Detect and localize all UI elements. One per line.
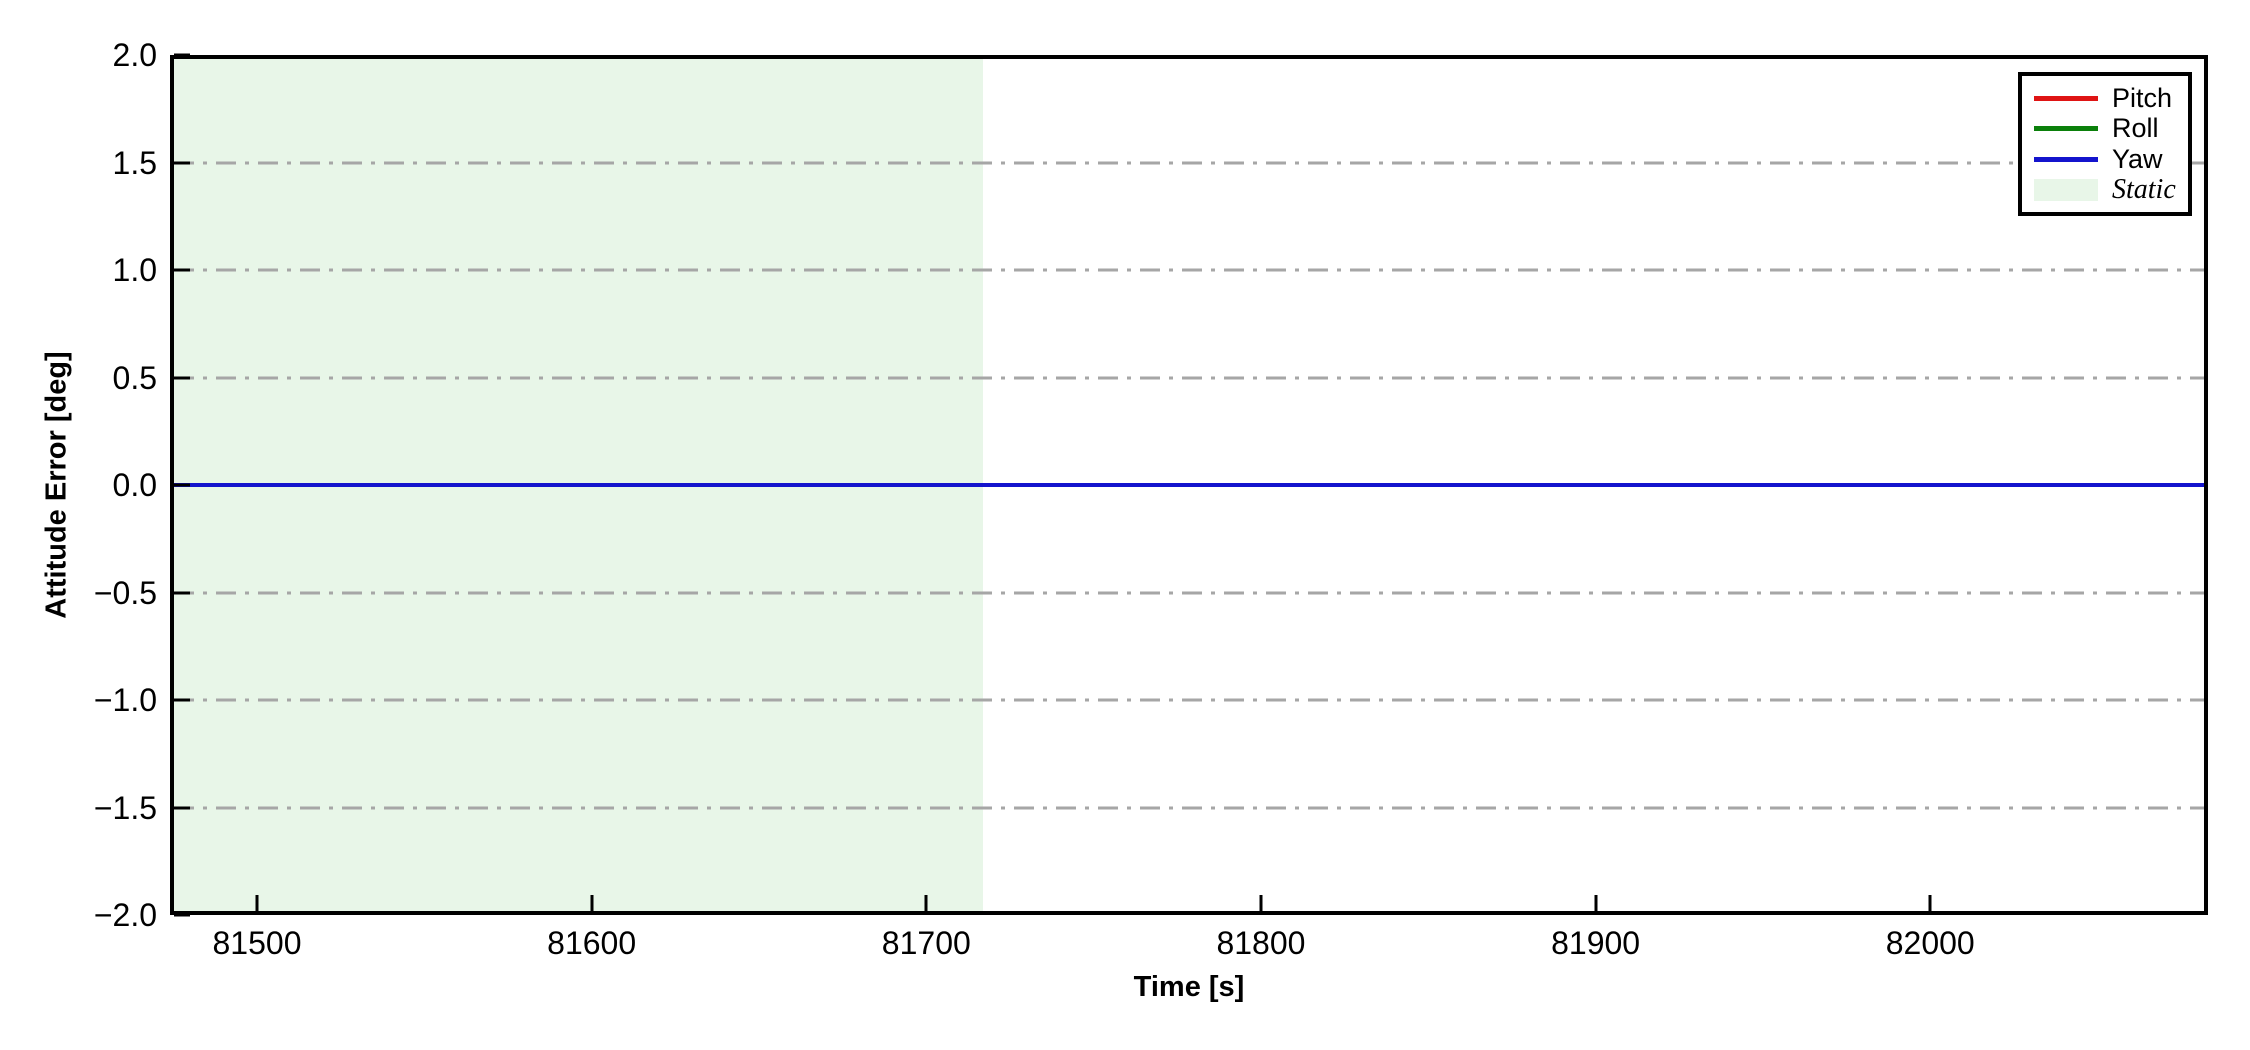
x-tick-mark bbox=[1594, 895, 1598, 911]
y-tick-mark bbox=[174, 376, 190, 379]
x-tick-mark bbox=[590, 895, 594, 911]
x-tick-label: 81500 bbox=[212, 925, 302, 961]
y-tick-label: −2.0 bbox=[93, 897, 157, 933]
x-tick-mark bbox=[255, 895, 259, 911]
y-tick-label: 1.0 bbox=[112, 252, 157, 288]
legend-label-static: Static bbox=[2112, 173, 2176, 205]
y-gridline bbox=[174, 591, 2204, 594]
plot-spine-left bbox=[170, 55, 174, 915]
plot-spine-right bbox=[2204, 55, 2208, 915]
y-tick-label: 0.5 bbox=[112, 359, 157, 396]
legend-line-swatch-yaw bbox=[2034, 156, 2098, 162]
y-tick-mark bbox=[174, 698, 190, 702]
y-tick-mark bbox=[174, 483, 190, 487]
y-tick-label: 1.5 bbox=[112, 144, 157, 181]
y-gridline bbox=[174, 376, 2204, 379]
legend-entry-roll: Roll bbox=[2034, 114, 2188, 144]
y-tick-label: −1.0 bbox=[93, 682, 157, 718]
legend-entry-pitch: Pitch bbox=[2034, 83, 2188, 113]
series-line-yaw bbox=[170, 483, 2208, 487]
legend-label-yaw: Yaw bbox=[2112, 143, 2163, 174]
y-axis-label: Attitude Error [deg] bbox=[40, 351, 73, 619]
plot-spine-bottom bbox=[170, 911, 2208, 915]
y-tick-mark bbox=[174, 161, 190, 164]
legend-entry-yaw: Yaw bbox=[2034, 144, 2188, 174]
y-gridline bbox=[174, 161, 2204, 164]
plot-area: Time [s] Attitude Error [deg] Pitch Roll Y… bbox=[41, 39, 2208, 1002]
x-tick-label: 81600 bbox=[547, 925, 637, 961]
x-tick-mark bbox=[1928, 895, 1932, 911]
legend-patch-swatch-static bbox=[2034, 178, 2098, 201]
x-tick-label: 81800 bbox=[1216, 925, 1306, 961]
x-tick-mark bbox=[924, 895, 928, 911]
legend-line-swatch-pitch bbox=[2034, 95, 2098, 101]
y-tick-label: −1.5 bbox=[93, 789, 157, 826]
legend-entry-static: Static bbox=[2034, 175, 2188, 205]
legend-label-roll: Roll bbox=[2112, 113, 2159, 144]
legend-line-swatch-roll bbox=[2034, 126, 2098, 132]
y-tick-label: 2.0 bbox=[112, 37, 157, 73]
x-tick-label: 81900 bbox=[1551, 925, 1641, 961]
plot-spine-top bbox=[170, 55, 2208, 59]
x-axis-label: Time [s] bbox=[1133, 971, 1245, 1003]
y-tick-mark bbox=[174, 268, 190, 272]
x-tick-mark bbox=[1259, 895, 1263, 911]
legend: Pitch Roll Yaw Static bbox=[2018, 72, 2192, 216]
y-gridline bbox=[174, 268, 2204, 272]
y-tick-label: 0.0 bbox=[112, 467, 157, 503]
y-tick-mark bbox=[174, 591, 190, 594]
y-gridline bbox=[174, 806, 2204, 809]
x-tick-label: 82000 bbox=[1885, 925, 1975, 961]
y-tick-mark bbox=[174, 806, 190, 809]
y-tick-label: −0.5 bbox=[93, 574, 157, 611]
y-tick-mark bbox=[174, 913, 190, 917]
y-gridline bbox=[174, 698, 2204, 702]
legend-label-pitch: Pitch bbox=[2112, 82, 2173, 113]
x-tick-label: 81700 bbox=[881, 925, 971, 961]
